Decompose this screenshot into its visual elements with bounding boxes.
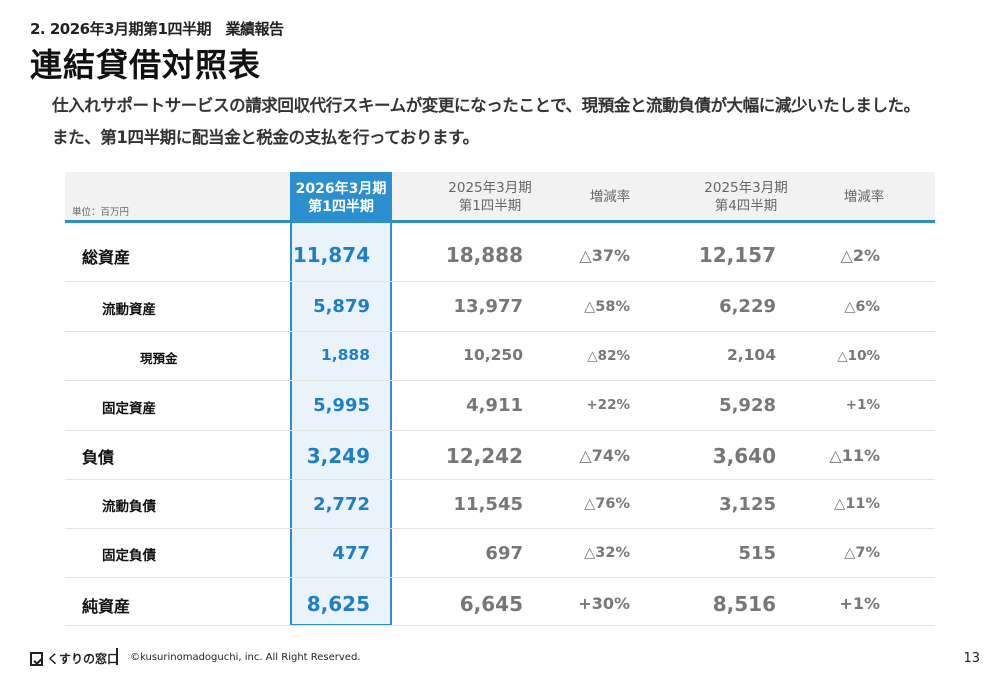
row-divider xyxy=(65,430,935,431)
total-assets-prev-q4: 12,157 xyxy=(698,243,776,267)
header-current-line1: 2026年3月期 xyxy=(295,180,387,197)
row-label-total-assets: 総資産 xyxy=(82,248,131,267)
header-prev-q4-line2: 第4四半期 xyxy=(714,198,778,214)
row-label-cash: 現預金 xyxy=(140,351,178,366)
row-divider xyxy=(65,281,935,282)
net-assets-current: 8,625 xyxy=(306,592,370,616)
fixed-assets-change-q1: +22% xyxy=(586,397,630,413)
fixed-assets-current: 5,995 xyxy=(313,395,370,416)
section-label: 2. 2026年3月期第1四半期 業績報告 xyxy=(30,20,284,38)
fixed-liabilities-prev-q4: 515 xyxy=(738,543,776,564)
unit-label: 単位：百万円 xyxy=(72,207,130,218)
header-change-2: 増減率 xyxy=(824,176,904,218)
header-prev-q1-line1: 2025年3月期 xyxy=(448,180,532,196)
total-assets-change-q4: △2% xyxy=(840,246,880,265)
net-assets-change-q1: +30% xyxy=(578,594,630,613)
total-assets-change-q1: △37% xyxy=(579,246,630,265)
header-prev-q4-line1: 2025年3月期 xyxy=(704,180,788,196)
header-prev-q1-line2: 第1四半期 xyxy=(458,198,522,214)
header-current-line2: 第1四半期 xyxy=(308,198,374,215)
fixed-liabilities-prev-q1: 697 xyxy=(485,543,523,564)
cash-change-q4: △10% xyxy=(837,348,880,364)
current-liabilities-prev-q4: 3,125 xyxy=(719,494,776,515)
current-liabilities-change-q4: △11% xyxy=(834,496,880,512)
current-liabilities-prev-q1: 11,545 xyxy=(453,494,523,515)
liabilities-prev-q4: 3,640 xyxy=(712,444,776,468)
liabilities-change-q4: △11% xyxy=(829,446,880,465)
cash-prev-q4: 2,104 xyxy=(726,346,776,364)
header-prev-q4: 2025年3月期 第4四半期 xyxy=(676,176,816,218)
header-change-2-label: 増減率 xyxy=(843,189,885,205)
row-divider xyxy=(65,331,935,332)
net-assets-prev-q4: 8,516 xyxy=(712,592,776,616)
current-liabilities-current: 2,772 xyxy=(313,494,370,515)
copyright: ©kusurinomadoguchi, inc. All Right Reser… xyxy=(130,652,361,663)
current-assets-current: 5,879 xyxy=(313,296,370,317)
fixed-assets-prev-q4: 5,928 xyxy=(719,395,776,416)
row-label-fixed-liabilities: 固定負債 xyxy=(102,548,156,564)
footer-separator xyxy=(116,648,118,665)
row-label-current-assets: 流動資産 xyxy=(102,302,156,318)
lead-line-1: 仕入れサポートサービスの請求回収代行スキームが変更になったことで、現預金と流動負… xyxy=(52,96,920,115)
row-divider xyxy=(65,380,935,381)
header-prev-q1: 2025年3月期 第1四半期 xyxy=(420,176,560,218)
page-title: 連結貸借対照表 xyxy=(30,46,262,84)
cash-current: 1,888 xyxy=(320,346,370,364)
fixed-liabilities-change-q1: △32% xyxy=(584,545,630,561)
current-period-highlight xyxy=(290,223,392,626)
header-current-period: 2026年3月期 第1四半期 xyxy=(290,172,392,223)
fixed-assets-change-q4: +1% xyxy=(845,397,880,413)
row-label-fixed-assets: 固定資産 xyxy=(102,401,156,417)
header-rule xyxy=(65,220,935,223)
header-change-1: 増減率 xyxy=(570,176,650,218)
cash-prev-q1: 10,250 xyxy=(463,346,523,364)
lead-line-2: また、第1四半期に配当金と税金の支払を行っております。 xyxy=(52,128,479,147)
page-number: 13 xyxy=(963,651,980,666)
row-label-liabilities: 負債 xyxy=(82,448,115,467)
logo-check-icon xyxy=(30,651,43,666)
table-header-band xyxy=(65,172,935,220)
net-assets-change-q4: +1% xyxy=(839,594,880,613)
row-label-net-assets: 純資産 xyxy=(82,597,131,616)
liabilities-current: 3,249 xyxy=(306,444,370,468)
company-logo: くすりの窓口 xyxy=(30,650,119,667)
row-divider xyxy=(65,528,935,529)
row-divider xyxy=(65,479,935,480)
liabilities-prev-q1: 12,242 xyxy=(445,444,523,468)
current-liabilities-change-q1: △76% xyxy=(584,496,630,512)
total-assets-prev-q1: 18,888 xyxy=(445,243,523,267)
current-assets-change-q1: △58% xyxy=(584,299,630,315)
header-change-1-label: 増減率 xyxy=(589,189,631,205)
current-assets-prev-q1: 13,977 xyxy=(453,296,523,317)
row-label-current-liabilities: 流動負債 xyxy=(102,499,156,515)
fixed-assets-prev-q1: 4,911 xyxy=(466,395,523,416)
current-assets-prev-q4: 6,229 xyxy=(719,296,776,317)
row-divider xyxy=(65,625,935,626)
net-assets-prev-q1: 6,645 xyxy=(459,592,523,616)
row-divider xyxy=(65,577,935,578)
logo-text: くすりの窓口 xyxy=(47,652,120,666)
current-assets-change-q4: △6% xyxy=(844,299,880,315)
fixed-liabilities-current: 477 xyxy=(332,543,370,564)
cash-change-q1: △82% xyxy=(587,348,630,364)
fixed-liabilities-change-q4: △7% xyxy=(844,545,880,561)
total-assets-current: 11,874 xyxy=(292,243,370,267)
liabilities-change-q1: △74% xyxy=(579,446,630,465)
